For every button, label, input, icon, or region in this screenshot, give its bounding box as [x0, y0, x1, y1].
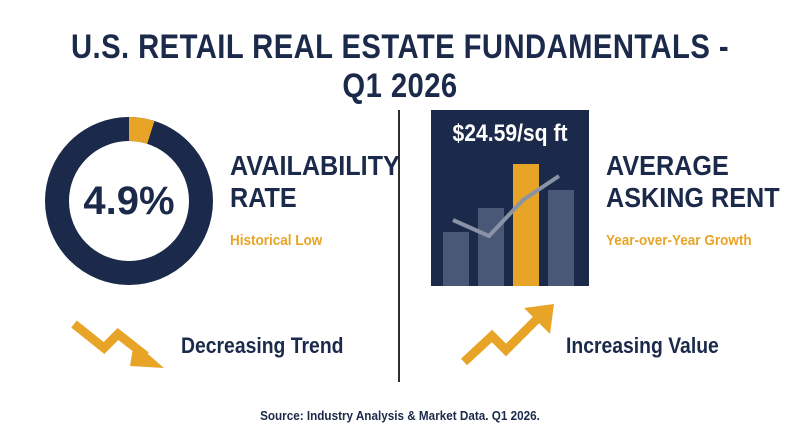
bar-4 [548, 190, 574, 286]
availability-trend-label: Decreasing Trend [181, 333, 344, 358]
bar-1 [443, 232, 469, 286]
trend-line [452, 174, 561, 238]
bar-3 [513, 164, 539, 286]
bar-chart-icon [443, 164, 574, 286]
availability-title: AVAILABILITY RATE [230, 150, 400, 214]
rent-title-line1: AVERAGE [606, 150, 729, 181]
rent-title-line2: ASKING RENT [606, 182, 780, 213]
rent-chart-card [431, 110, 589, 286]
arrow-down-right-zigzag-icon [71, 320, 164, 368]
availability-donut [45, 117, 213, 285]
availability-title-line2: RATE [230, 182, 297, 213]
rent-trend-label: Increasing Value [566, 333, 719, 358]
vertical-divider [398, 110, 400, 382]
source-note: Source: Industry Analysis & Market Data.… [260, 408, 540, 423]
bar-2 [478, 208, 504, 286]
availability-title-line1: AVAILABILITY [230, 150, 400, 181]
donut-segment [45, 117, 213, 285]
rent-value: $24.59/sq ft [452, 120, 568, 147]
arrow-up-right-zigzag-icon [460, 304, 554, 366]
rent-title: AVERAGE ASKING RENT [606, 150, 780, 214]
page-title: U.S. RETAIL REAL ESTATE FUNDAMENTALS - Q… [70, 28, 729, 105]
availability-value: 4.9% [83, 178, 175, 223]
availability-subtitle: Historical Low [230, 232, 323, 249]
rent-subtitle: Year-over-Year Growth [606, 232, 752, 249]
